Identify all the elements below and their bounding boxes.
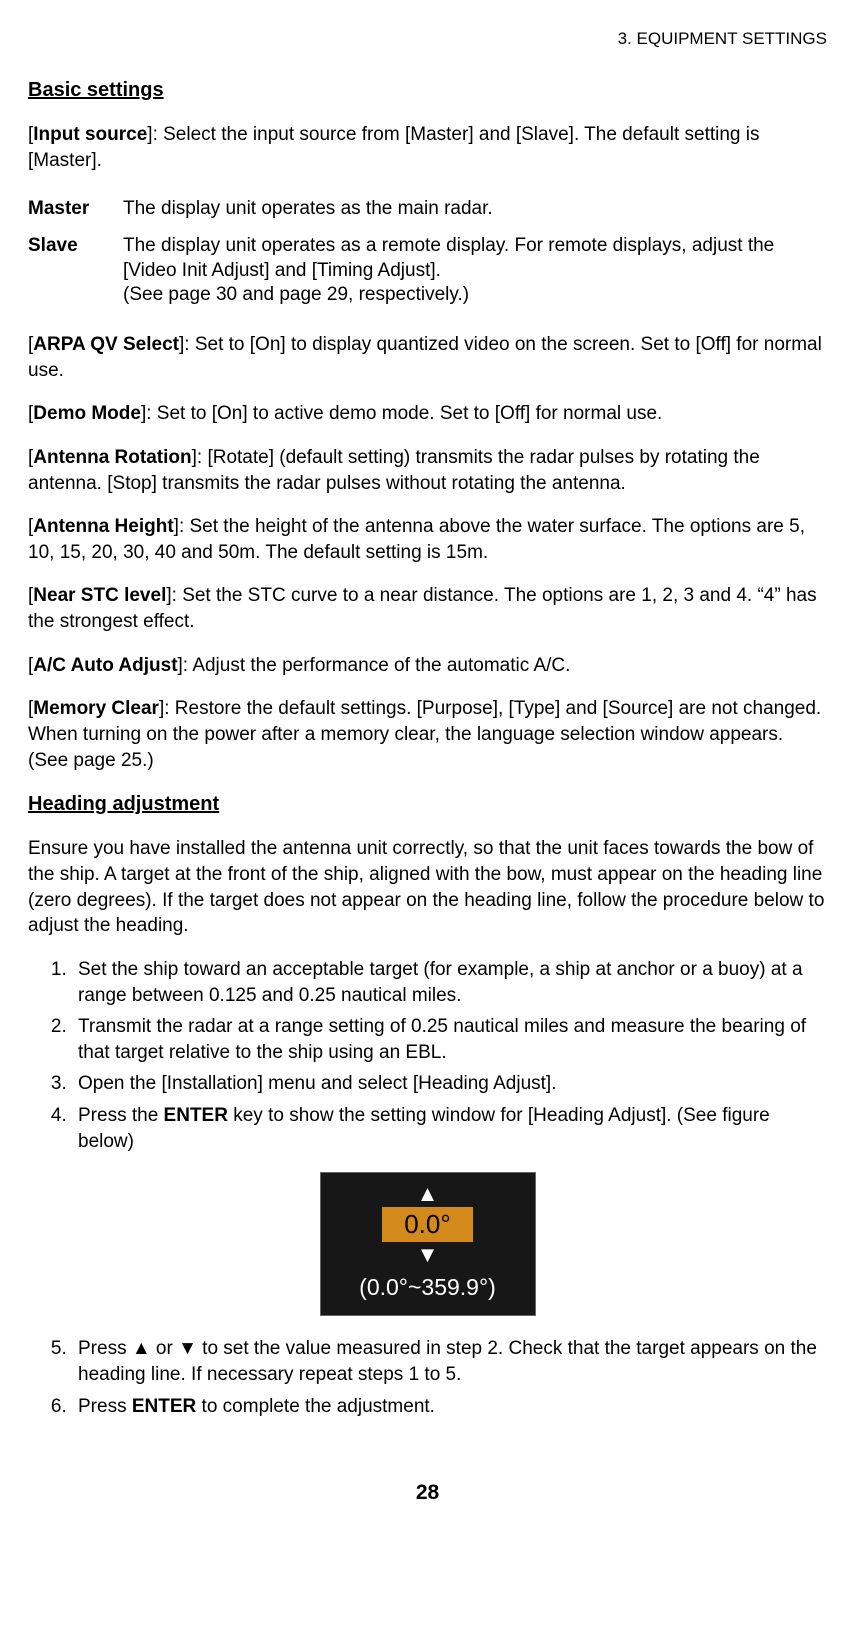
para-stc: [Near STC level]: Set the STC curve to a… xyxy=(28,583,827,634)
page-number: 28 xyxy=(28,1479,827,1507)
para-rotation: [Antenna Rotation]: [Rotate] (default se… xyxy=(28,445,827,496)
section-basic-settings-title: Basic settings xyxy=(28,77,827,104)
step-item: Set the ship toward an acceptable target… xyxy=(72,957,827,1008)
step-item: Transmit the radar at a range setting of… xyxy=(72,1014,827,1065)
triangle-up-icon: ▲ xyxy=(417,1183,439,1205)
triangle-down-icon: ▼ xyxy=(417,1244,439,1266)
para-demo: [Demo Mode]: Set to [On] to active demo … xyxy=(28,401,827,427)
adjust-range: (0.0°~359.9°) xyxy=(359,1272,496,1303)
step-item: Press ▲ or ▼ to set the value measured i… xyxy=(72,1336,827,1387)
adjust-value: 0.0° xyxy=(382,1207,473,1242)
step-item: Open the [Installation] menu and select … xyxy=(72,1071,827,1097)
section-heading-adjustment-title: Heading adjustment xyxy=(28,791,827,818)
step-item: Press ENTER to complete the adjustment. xyxy=(72,1394,827,1420)
desc-master: The display unit operates as the main ra… xyxy=(123,191,827,228)
step-item: Press the ENTER key to show the setting … xyxy=(72,1103,827,1154)
master-slave-table: Master The display unit operates as the … xyxy=(28,191,827,314)
chapter-header: 3. EQUIPMENT SETTINGS xyxy=(28,28,827,51)
term-slave: Slave xyxy=(28,228,123,314)
para-arpa: [ARPA QV Select]: Set to [On] to display… xyxy=(28,332,827,383)
para-heading-intro: Ensure you have installed the antenna un… xyxy=(28,836,827,939)
adjust-box: ▲ 0.0° ▼ (0.0°~359.9°) xyxy=(320,1172,536,1316)
term-master: Master xyxy=(28,191,123,228)
para-memory: [Memory Clear]: Restore the default sett… xyxy=(28,696,827,773)
desc-slave: The display unit operates as a remote di… xyxy=(123,228,827,314)
heading-adjust-figure: ▲ 0.0° ▼ (0.0°~359.9°) xyxy=(28,1172,827,1316)
steps-list-b: Press ▲ or ▼ to set the value measured i… xyxy=(28,1336,827,1419)
para-height: [Antenna Height]: Set the height of the … xyxy=(28,514,827,565)
steps-list-a: Set the ship toward an acceptable target… xyxy=(28,957,827,1154)
para-ac: [A/C Auto Adjust]: Adjust the performanc… xyxy=(28,653,827,679)
para-input-source: [Input source]: Select the input source … xyxy=(28,122,827,173)
